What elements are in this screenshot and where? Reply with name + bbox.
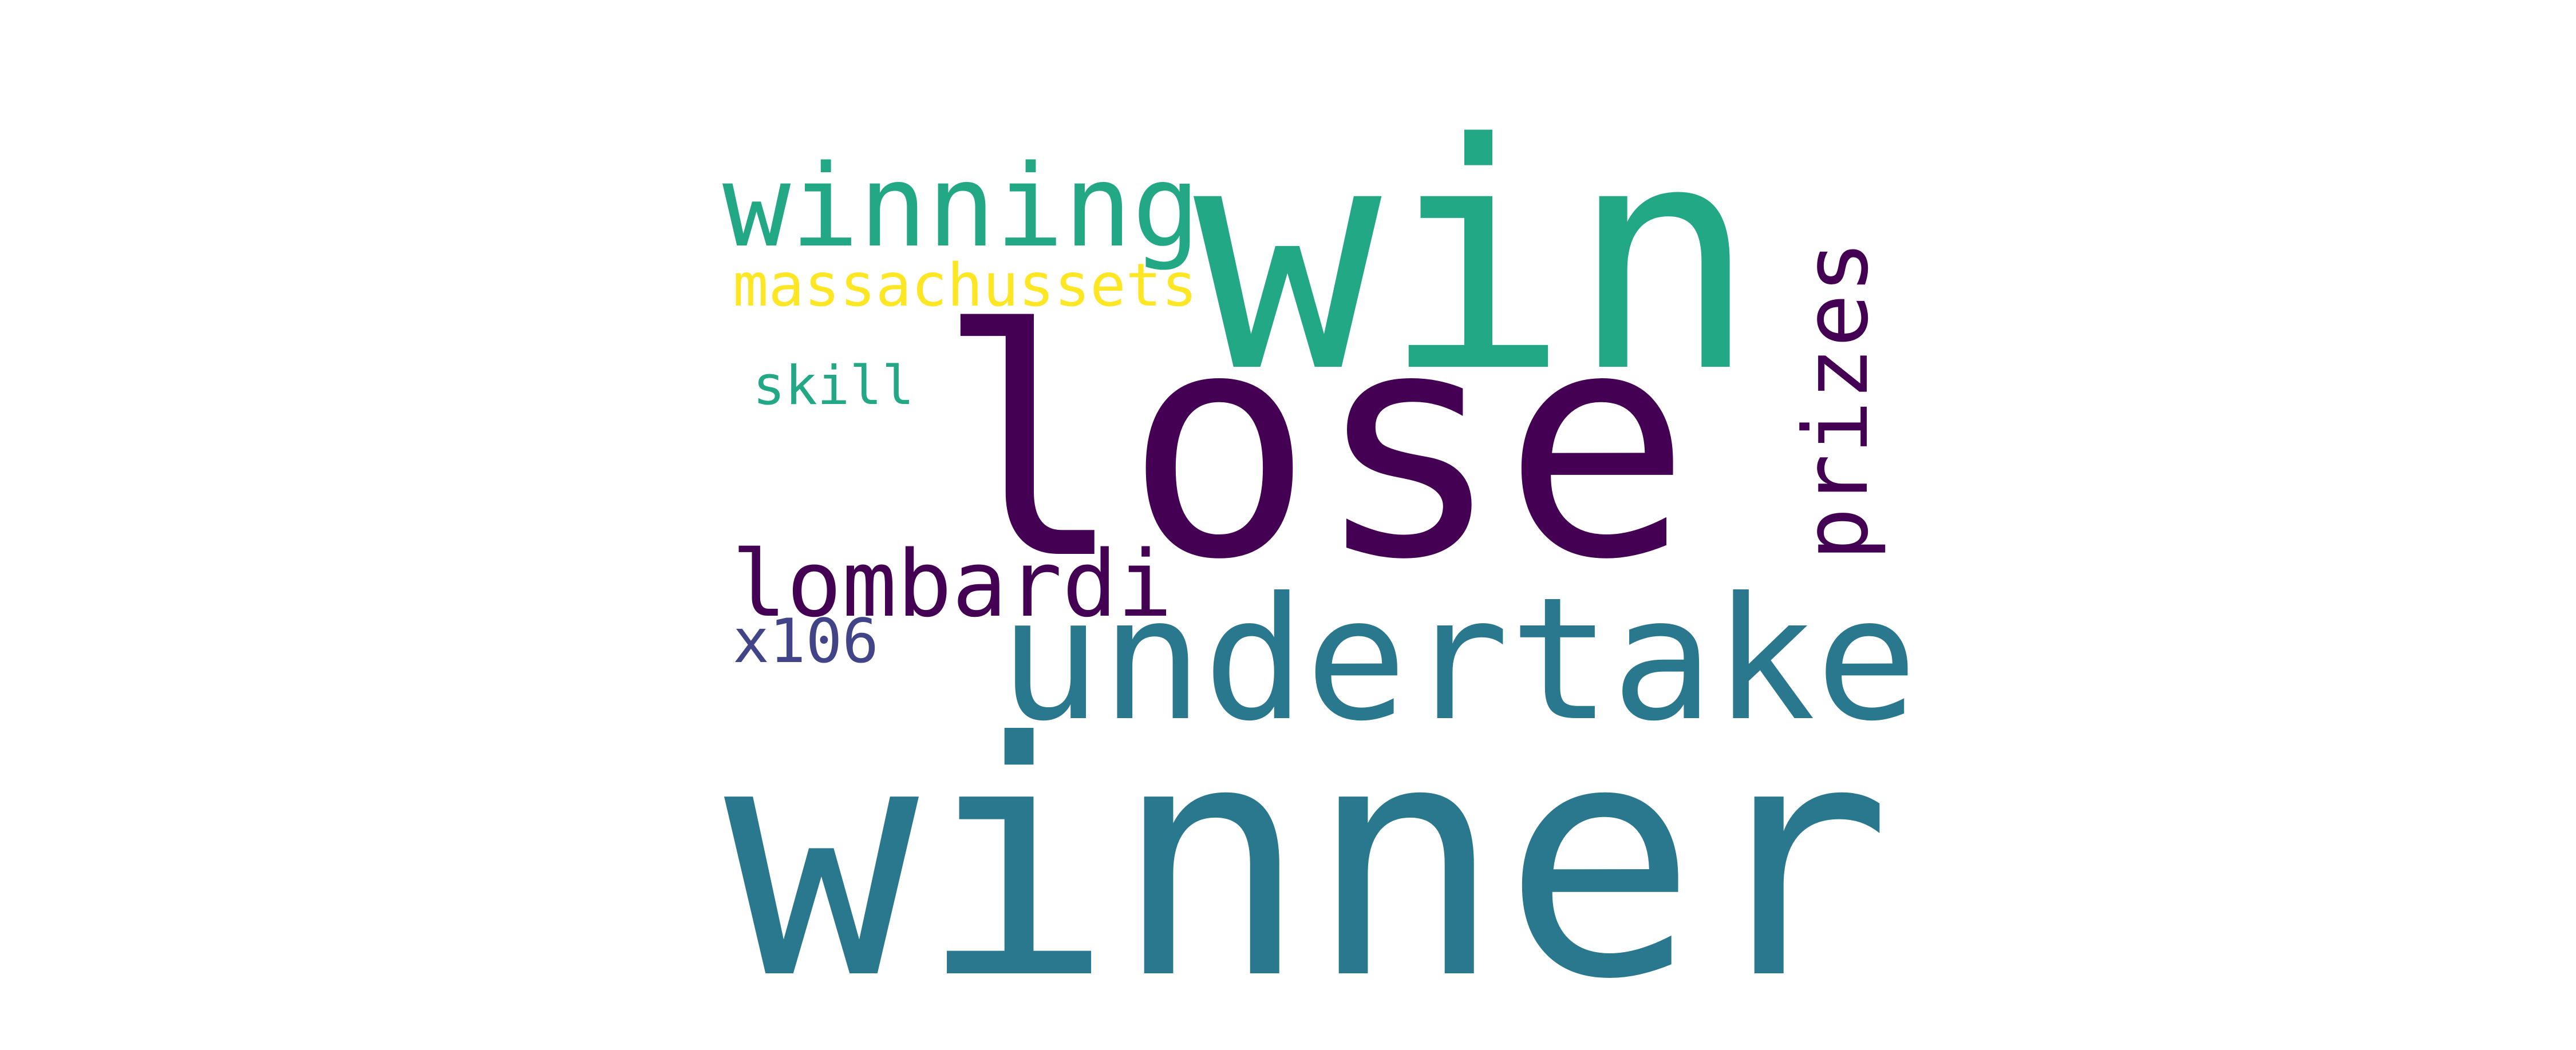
word-lombardi: lombardi <box>732 531 1173 637</box>
word-undertake: undertake <box>999 561 1918 758</box>
word-prizes: prizes <box>1784 240 1888 561</box>
word-massachussets: massachussets <box>733 251 1198 320</box>
word-skill: skill <box>753 355 915 417</box>
word-winning: winning <box>722 140 1200 272</box>
word-lose: lose <box>936 263 1692 628</box>
word-x106: x106 <box>733 606 879 676</box>
word-win: win <box>1194 77 1758 441</box>
word-winner: winner <box>724 674 1892 1050</box>
